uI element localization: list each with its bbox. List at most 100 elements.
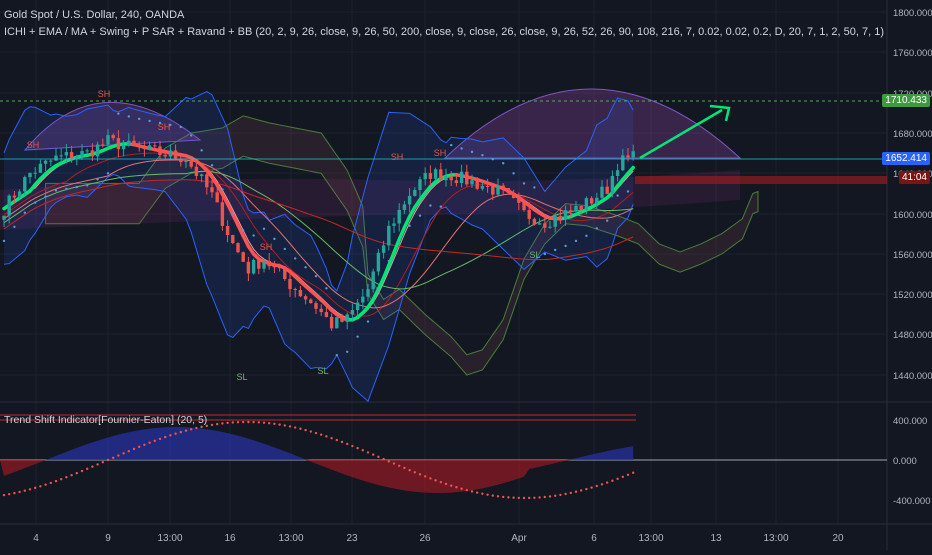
- sub-tick: 0.000: [893, 456, 917, 467]
- candle-body: [314, 303, 317, 309]
- trend-dot: [310, 430, 312, 432]
- candle-body: [304, 296, 307, 299]
- trend-dot: [575, 491, 577, 493]
- sar-dot: [263, 228, 265, 230]
- sar-dot: [419, 214, 421, 216]
- candle-body: [242, 252, 245, 262]
- trend-dot: [221, 422, 223, 424]
- trend-dot: [590, 486, 592, 488]
- sar-dot: [440, 205, 442, 207]
- trend-dot: [91, 465, 93, 467]
- swing-label: SH: [158, 122, 171, 132]
- sar-dot: [564, 245, 566, 247]
- time-tick: Apr: [511, 533, 527, 544]
- sar-dot: [221, 188, 223, 190]
- candle-body: [184, 161, 187, 162]
- sar-dot: [65, 188, 67, 190]
- price-tick: 1600.000: [893, 210, 932, 221]
- trend-dot: [112, 457, 114, 459]
- trend-dot: [190, 428, 192, 430]
- sar-dot: [533, 186, 535, 188]
- sar-dot: [34, 201, 36, 203]
- candle-body: [18, 192, 21, 198]
- candle-body: [216, 192, 219, 202]
- sub-pane-title[interactable]: Trend Shift Indicator[Fournier-Eaton] (2…: [4, 414, 207, 426]
- candle-body: [377, 253, 380, 272]
- trend-dot: [164, 436, 166, 438]
- sar-dot: [96, 178, 98, 180]
- sar-dot: [606, 220, 608, 222]
- swing-label: SL: [529, 250, 540, 260]
- candle-body: [54, 156, 57, 161]
- swing-label: SH: [27, 140, 40, 150]
- trend-dot: [424, 475, 426, 477]
- sar-dot: [388, 260, 390, 262]
- trend-dot: [486, 494, 488, 496]
- candle-body: [408, 196, 411, 205]
- time-tick: 6: [591, 533, 597, 544]
- sar-dot: [294, 257, 296, 259]
- time-tick: 26: [419, 533, 431, 544]
- trend-dot: [294, 426, 296, 428]
- candle-body: [517, 198, 520, 203]
- trend-dot: [622, 476, 624, 478]
- sub-tick: -400.000: [893, 496, 931, 507]
- candle-body: [278, 267, 281, 268]
- trend-dot: [304, 429, 306, 431]
- candle-body: [600, 187, 603, 198]
- indicator-legend[interactable]: ICHI + EMA / MA + Swing + P SAR + Ravand…: [4, 26, 884, 38]
- trend-dot: [440, 481, 442, 483]
- candle-body: [418, 179, 421, 190]
- trend-dot: [606, 481, 608, 483]
- trend-dot: [174, 432, 176, 434]
- trend-dot: [289, 425, 291, 427]
- candle-body: [403, 204, 406, 209]
- trend-dot: [627, 474, 629, 476]
- candle-body: [444, 176, 447, 180]
- sar-dot: [315, 275, 317, 277]
- trend-dot: [268, 422, 270, 424]
- trend-dot: [398, 465, 400, 467]
- trend-shift-pane[interactable]: [0, 415, 887, 499]
- trend-dot: [117, 454, 119, 456]
- trend-dot: [128, 450, 130, 452]
- trend-dot: [476, 491, 478, 493]
- candle-body: [252, 260, 255, 273]
- trend-dot: [408, 469, 410, 471]
- candle-body: [158, 146, 161, 155]
- time-tick: 23: [346, 533, 358, 544]
- candle-body: [226, 226, 229, 235]
- candle-body: [299, 290, 302, 296]
- candle-body: [460, 172, 463, 183]
- candle-body: [127, 141, 130, 145]
- sar-dot: [128, 115, 130, 117]
- time-tick: 16: [224, 533, 236, 544]
- time-tick: 20: [832, 533, 844, 544]
- trend-dot: [278, 423, 280, 425]
- trend-positive-area: [0, 427, 633, 460]
- sar-dot: [523, 182, 525, 184]
- candle-body: [413, 190, 416, 196]
- candle-body: [574, 206, 577, 211]
- trend-dot: [65, 476, 67, 478]
- trend-dot: [466, 489, 468, 491]
- trend-dot: [533, 497, 535, 499]
- candle-body: [559, 216, 562, 219]
- trend-dot: [585, 488, 587, 490]
- candle-body: [595, 198, 598, 204]
- trend-dot: [570, 492, 572, 494]
- symbol-title[interactable]: Gold Spot / U.S. Dollar, 240, OANDA: [4, 9, 184, 21]
- candle-body: [543, 223, 546, 227]
- candle-body: [138, 145, 141, 147]
- trend-dot: [429, 477, 431, 479]
- candle-body: [236, 243, 239, 252]
- trend-dot: [81, 470, 83, 472]
- sar-dot: [13, 226, 15, 228]
- candle-body: [262, 261, 265, 269]
- trend-dot: [336, 439, 338, 441]
- candle-body: [569, 210, 572, 211]
- candle-body: [590, 198, 593, 203]
- time-tick: 13:00: [763, 533, 788, 544]
- trend-dot: [34, 487, 36, 489]
